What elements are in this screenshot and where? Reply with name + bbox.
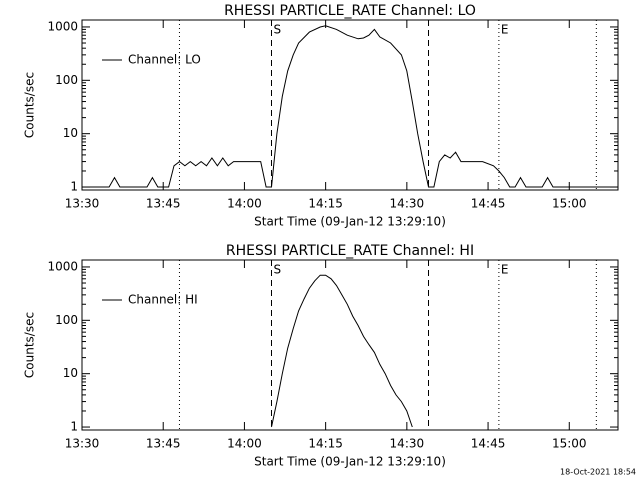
x-tick-label: 13:45: [146, 197, 181, 211]
x-tick-label: 15:00: [552, 437, 587, 451]
footer: 18-Oct-2021 18:54: [560, 468, 636, 477]
legend-label: Channel: HI: [128, 293, 198, 307]
data-line: [82, 25, 618, 188]
marker-label: S: [273, 263, 281, 277]
x-axis-label: Start Time (09-Jan-12 13:29:10): [254, 455, 446, 469]
x-tick-label: 13:30: [65, 197, 100, 211]
y-tick-label: 10: [63, 126, 78, 140]
plot-frame: [81, 259, 619, 431]
y-tick-label: 100: [55, 73, 78, 87]
x-tick-label: 14:15: [308, 437, 343, 451]
y-tick-label: 1000: [47, 259, 78, 273]
marker-label: S: [273, 23, 281, 37]
y-axis-label: Counts/sec: [23, 72, 37, 138]
marker-label: E: [501, 263, 509, 277]
y-tick-label: 1000: [47, 19, 78, 33]
marker-label: E: [501, 23, 509, 37]
chart-title: RHESSI PARTICLE_RATE Channel: HI: [226, 243, 474, 259]
data-line: [271, 274, 413, 428]
chart-title: RHESSI PARTICLE_RATE Channel: LO: [224, 3, 476, 19]
x-tick-label: 14:15: [308, 197, 343, 211]
x-tick-label: 14:00: [227, 437, 262, 451]
y-tick-label: 10: [63, 366, 78, 380]
plot-frame: [81, 19, 619, 191]
x-tick-label: 14:45: [471, 437, 506, 451]
x-tick-label: 14:30: [390, 437, 425, 451]
y-tick-label: 100: [55, 313, 78, 327]
x-tick-label: 13:45: [146, 437, 181, 451]
y-axis-label: Counts/sec: [23, 312, 37, 378]
x-tick-label: 14:00: [227, 197, 262, 211]
x-tick-label: 14:30: [390, 197, 425, 211]
x-axis-label: Start Time (09-Jan-12 13:29:10): [254, 215, 446, 229]
legend-label: Channel: LO: [128, 53, 201, 67]
y-tick-label: 1: [70, 420, 78, 434]
y-tick-label: 1: [70, 180, 78, 194]
x-tick-label: 15:00: [552, 197, 587, 211]
x-tick-label: 14:45: [471, 197, 506, 211]
x-tick-label: 13:30: [65, 437, 100, 451]
